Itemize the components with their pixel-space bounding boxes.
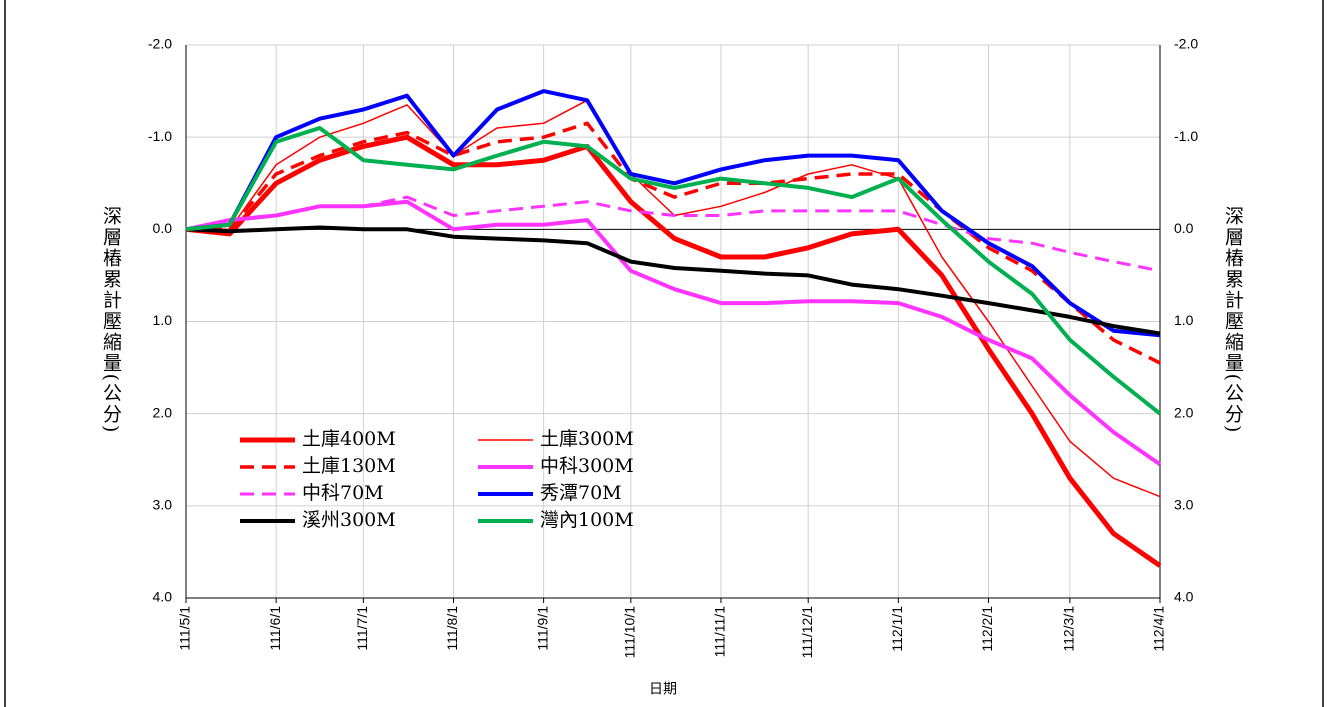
series-line xyxy=(185,126,1162,416)
x-tick-label: 111/7/1 xyxy=(354,606,370,651)
y-tick-label: -2.0 xyxy=(148,36,172,52)
y2-tick-label: -2.0 xyxy=(1174,36,1198,52)
legend-label: 灣內100M xyxy=(540,509,634,531)
legend-label: 中科300M xyxy=(540,455,634,477)
y-tick-label: 4.0 xyxy=(153,589,173,605)
y2-tick-label: 4.0 xyxy=(1174,589,1194,605)
x-tick-label: 111/8/1 xyxy=(444,606,460,651)
legend-label: 中科70M xyxy=(302,482,384,504)
x-tick-label: 111/5/1 xyxy=(177,606,193,651)
series-line xyxy=(186,121,1161,365)
x-tick-label: 111/11/1 xyxy=(712,606,728,658)
y-tick-label: 0.0 xyxy=(153,220,173,236)
y-tick-label: -1.0 xyxy=(148,128,172,144)
legend-label: 秀潭70M xyxy=(540,482,622,504)
y-tick-label: 1.0 xyxy=(153,312,173,328)
series-line xyxy=(185,195,1161,273)
legend-label: 土庫400M xyxy=(302,428,396,450)
x-tick-label: 112/2/1 xyxy=(979,606,995,652)
series-line xyxy=(185,89,1161,338)
y2-tick-label: 3.0 xyxy=(1174,497,1194,513)
series-line xyxy=(185,225,1161,336)
y2-tick-label: 2.0 xyxy=(1174,404,1194,420)
y-tick-label: 2.0 xyxy=(153,404,173,420)
y-axis-title: 深層樁累計壓縮量(公分) xyxy=(100,205,122,434)
frame xyxy=(4,0,1324,707)
x-tick-label: 111/10/1 xyxy=(622,606,638,659)
legend-label: 溪州300M xyxy=(302,509,396,531)
y2-axis-title: 深層樁累計壓縮量(公分) xyxy=(1222,205,1244,434)
x-tick-label: 111/6/1 xyxy=(267,606,283,651)
y2-tick-label: -1.0 xyxy=(1174,128,1198,144)
x-tick-label: 112/3/1 xyxy=(1061,606,1077,652)
y2-tick-label: 1.0 xyxy=(1174,312,1194,328)
legend-label: 土庫130M xyxy=(302,455,396,477)
y-tick-label: 3.0 xyxy=(153,497,173,513)
x-tick-label: 112/1/1 xyxy=(889,606,905,652)
legend-label: 土庫300M xyxy=(540,428,634,450)
y2-tick-label: 0.0 xyxy=(1174,220,1194,236)
x-tick-label: 112/4/1 xyxy=(1151,606,1167,652)
x-axis-title: 日期 xyxy=(649,681,677,697)
x-tick-label: 111/12/1 xyxy=(799,606,815,659)
x-tick-label: 111/9/1 xyxy=(534,606,550,651)
